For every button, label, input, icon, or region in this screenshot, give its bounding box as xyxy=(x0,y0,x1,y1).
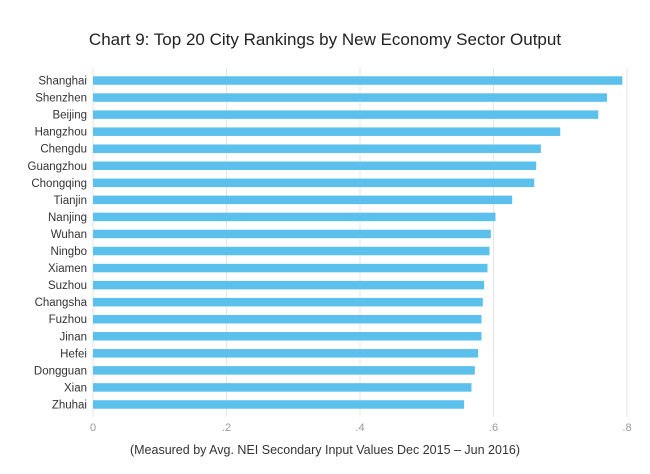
category-label: Beijing xyxy=(52,110,87,122)
category-label: Ningbo xyxy=(51,246,87,258)
bar xyxy=(93,127,561,136)
category-label: Changsha xyxy=(35,297,88,309)
x-tick-label: .2 xyxy=(222,422,231,434)
bar xyxy=(93,280,485,290)
bar xyxy=(93,332,482,341)
bar xyxy=(93,366,475,375)
category-label: Chengdu xyxy=(40,144,87,156)
category-label: Tianjin xyxy=(54,195,87,207)
x-axis-ticks: 0 .2 .4 .6 .8 xyxy=(90,422,632,434)
bar xyxy=(93,76,623,85)
category-label: Hangzhou xyxy=(35,127,87,139)
bar xyxy=(93,297,483,307)
category-label: Suzhou xyxy=(48,280,87,292)
category-label: Zhuhai xyxy=(52,399,87,411)
category-label: Hefei xyxy=(60,348,87,360)
bar xyxy=(93,349,479,358)
category-labels: Shanghai Shenzhen Beijing Hangzhou Chengdu Gu… xyxy=(28,76,88,412)
bars xyxy=(93,76,623,409)
chart-footnote: (Measured by Avg. NEI Secondary Input Va… xyxy=(129,443,521,457)
bar xyxy=(93,246,490,256)
category-label: Dongguan xyxy=(34,365,87,377)
category-label: Xiamen xyxy=(48,263,87,275)
x-tick-label: .8 xyxy=(622,422,631,434)
bar xyxy=(93,178,535,188)
bar xyxy=(93,195,513,205)
x-tick-label: .6 xyxy=(489,422,498,434)
bar xyxy=(93,161,537,171)
category-label: Chongqing xyxy=(31,178,87,190)
bar xyxy=(93,314,482,324)
bar xyxy=(93,212,496,222)
bar xyxy=(93,263,488,273)
x-tick-label: .4 xyxy=(355,422,364,434)
bar xyxy=(93,400,465,409)
category-label: Jinan xyxy=(60,331,88,343)
x-tick-label: 0 xyxy=(90,422,96,434)
bar xyxy=(93,93,607,102)
category-label: Fuzhou xyxy=(49,314,87,326)
category-label: Xian xyxy=(64,382,87,394)
category-label: Shanghai xyxy=(38,76,87,88)
bar xyxy=(93,229,491,239)
category-label: Wuhan xyxy=(51,229,87,241)
bar xyxy=(93,144,541,153)
category-label: Guangzhou xyxy=(28,161,87,173)
bar xyxy=(93,383,472,392)
category-label: Nanjing xyxy=(48,212,87,224)
grid-lines xyxy=(92,68,628,417)
bar xyxy=(93,110,599,119)
chart-title: Chart 9: Top 20 City Rankings by New Eco… xyxy=(88,30,562,49)
category-label: Shenzhen xyxy=(35,93,87,105)
